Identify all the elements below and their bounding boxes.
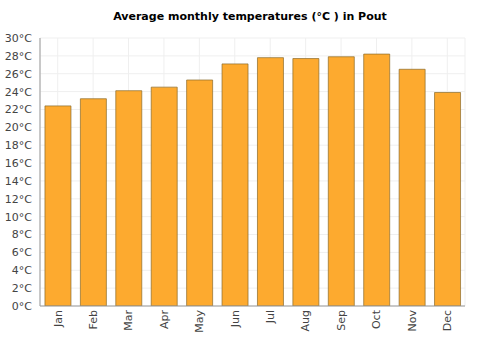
svg-text:14°C: 14°C — [8, 175, 32, 188]
svg-text:Apr: Apr — [158, 310, 171, 330]
svg-text:16°C: 16°C — [8, 157, 32, 170]
svg-text:24°C: 24°C — [8, 86, 32, 99]
svg-text:10°C: 10°C — [8, 211, 32, 224]
svg-text:0°C: 0°C — [12, 300, 32, 313]
svg-text:18°C: 18°C — [8, 139, 32, 152]
svg-text:Jul: Jul — [264, 310, 277, 324]
svg-text:8°C: 8°C — [12, 228, 32, 241]
svg-text:Nov: Nov — [406, 310, 419, 332]
svg-text:30°C: 30°C — [8, 32, 32, 45]
svg-text:2°C: 2°C — [12, 282, 32, 295]
svg-text:26°C: 26°C — [8, 68, 32, 81]
svg-text:22°C: 22°C — [8, 103, 32, 116]
svg-text:4°C: 4°C — [12, 264, 32, 277]
svg-text:May: May — [193, 310, 206, 333]
svg-text:20°C: 20°C — [8, 121, 32, 134]
svg-text:Oct: Oct — [370, 309, 383, 329]
svg-text:Feb: Feb — [87, 310, 100, 329]
html-text:Average monthly temperatures (: Average monthly temperatures (°C ) in Po… — [113, 10, 387, 23]
svg-text:Dec: Dec — [441, 310, 454, 331]
svg-text:12°C: 12°C — [8, 193, 32, 206]
svg-text:Mar: Mar — [122, 310, 135, 331]
svg-text:Jun: Jun — [229, 310, 242, 328]
svg-text:28°C: 28°C — [8, 50, 32, 63]
svg-text:6°C: 6°C — [12, 246, 32, 259]
svg-text:Jan: Jan — [52, 310, 65, 328]
svg-text:Aug: Aug — [299, 310, 312, 331]
svg-text:Sep: Sep — [335, 310, 348, 331]
